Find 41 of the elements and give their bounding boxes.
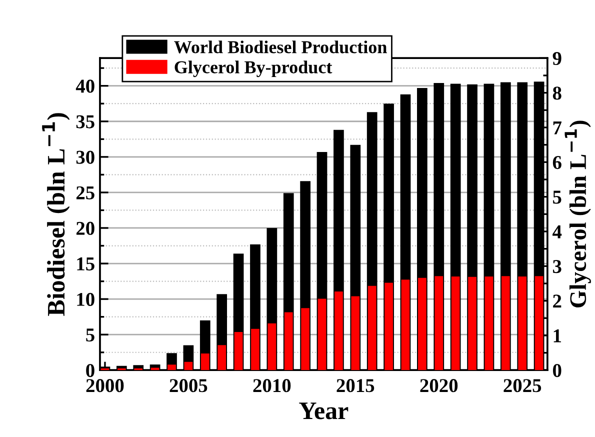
bar <box>434 276 444 370</box>
y2-tick-label: 9 <box>552 52 562 66</box>
bar <box>368 286 376 370</box>
bar <box>418 278 426 370</box>
legend-label: World Biodiesel Production <box>174 40 387 54</box>
bar <box>534 276 544 370</box>
x-tick-label: 2005 <box>170 379 208 392</box>
y2-tick-label: 1 <box>554 329 561 342</box>
bar <box>401 280 410 370</box>
bar <box>451 276 460 370</box>
y-tick-label: 15 <box>77 257 94 270</box>
y-tick-label: 40 <box>76 80 94 93</box>
y-tick-label: 5 <box>86 328 94 342</box>
x-tick-label: 2025 <box>504 379 542 392</box>
y2-tick-label: 6 <box>552 156 562 170</box>
y-tick-label: 10 <box>77 292 94 306</box>
y2-axis-title: Glycerol (bln L$^{−1}$) <box>564 120 591 308</box>
y2-tick-label: 7 <box>553 121 562 134</box>
bar <box>468 276 476 370</box>
y-tick-label: 30 <box>76 150 94 164</box>
x-tick-label: 2020 <box>420 379 458 392</box>
y2-tick-label: 4 <box>552 225 562 238</box>
bar <box>484 276 494 370</box>
y-tick-label: 0 <box>86 364 94 378</box>
bar <box>384 282 393 370</box>
legend-label: Glycerol By-product <box>174 60 332 78</box>
y2-tick-label: 2 <box>553 294 562 308</box>
y-tick-label: 25 <box>76 186 94 200</box>
y2-tick-label: 8 <box>552 86 562 100</box>
bar <box>501 276 510 370</box>
bar <box>518 276 527 370</box>
y2-tick-label: 5 <box>553 190 562 204</box>
x-axis-title: Year <box>299 402 348 420</box>
x-tick-label: 2010 <box>253 379 291 392</box>
x-tick-label: 2015 <box>336 379 374 392</box>
y-tick-label: 20 <box>76 222 94 235</box>
y-tick-label: 35 <box>76 115 94 128</box>
x-tick-label: 2000 <box>86 379 124 392</box>
y2-tick-label: 0 <box>553 364 562 378</box>
y2-tick-label: 3 <box>552 260 562 274</box>
y-axis-title: Biodiesel (bln L$^{−1}$) <box>42 113 70 316</box>
